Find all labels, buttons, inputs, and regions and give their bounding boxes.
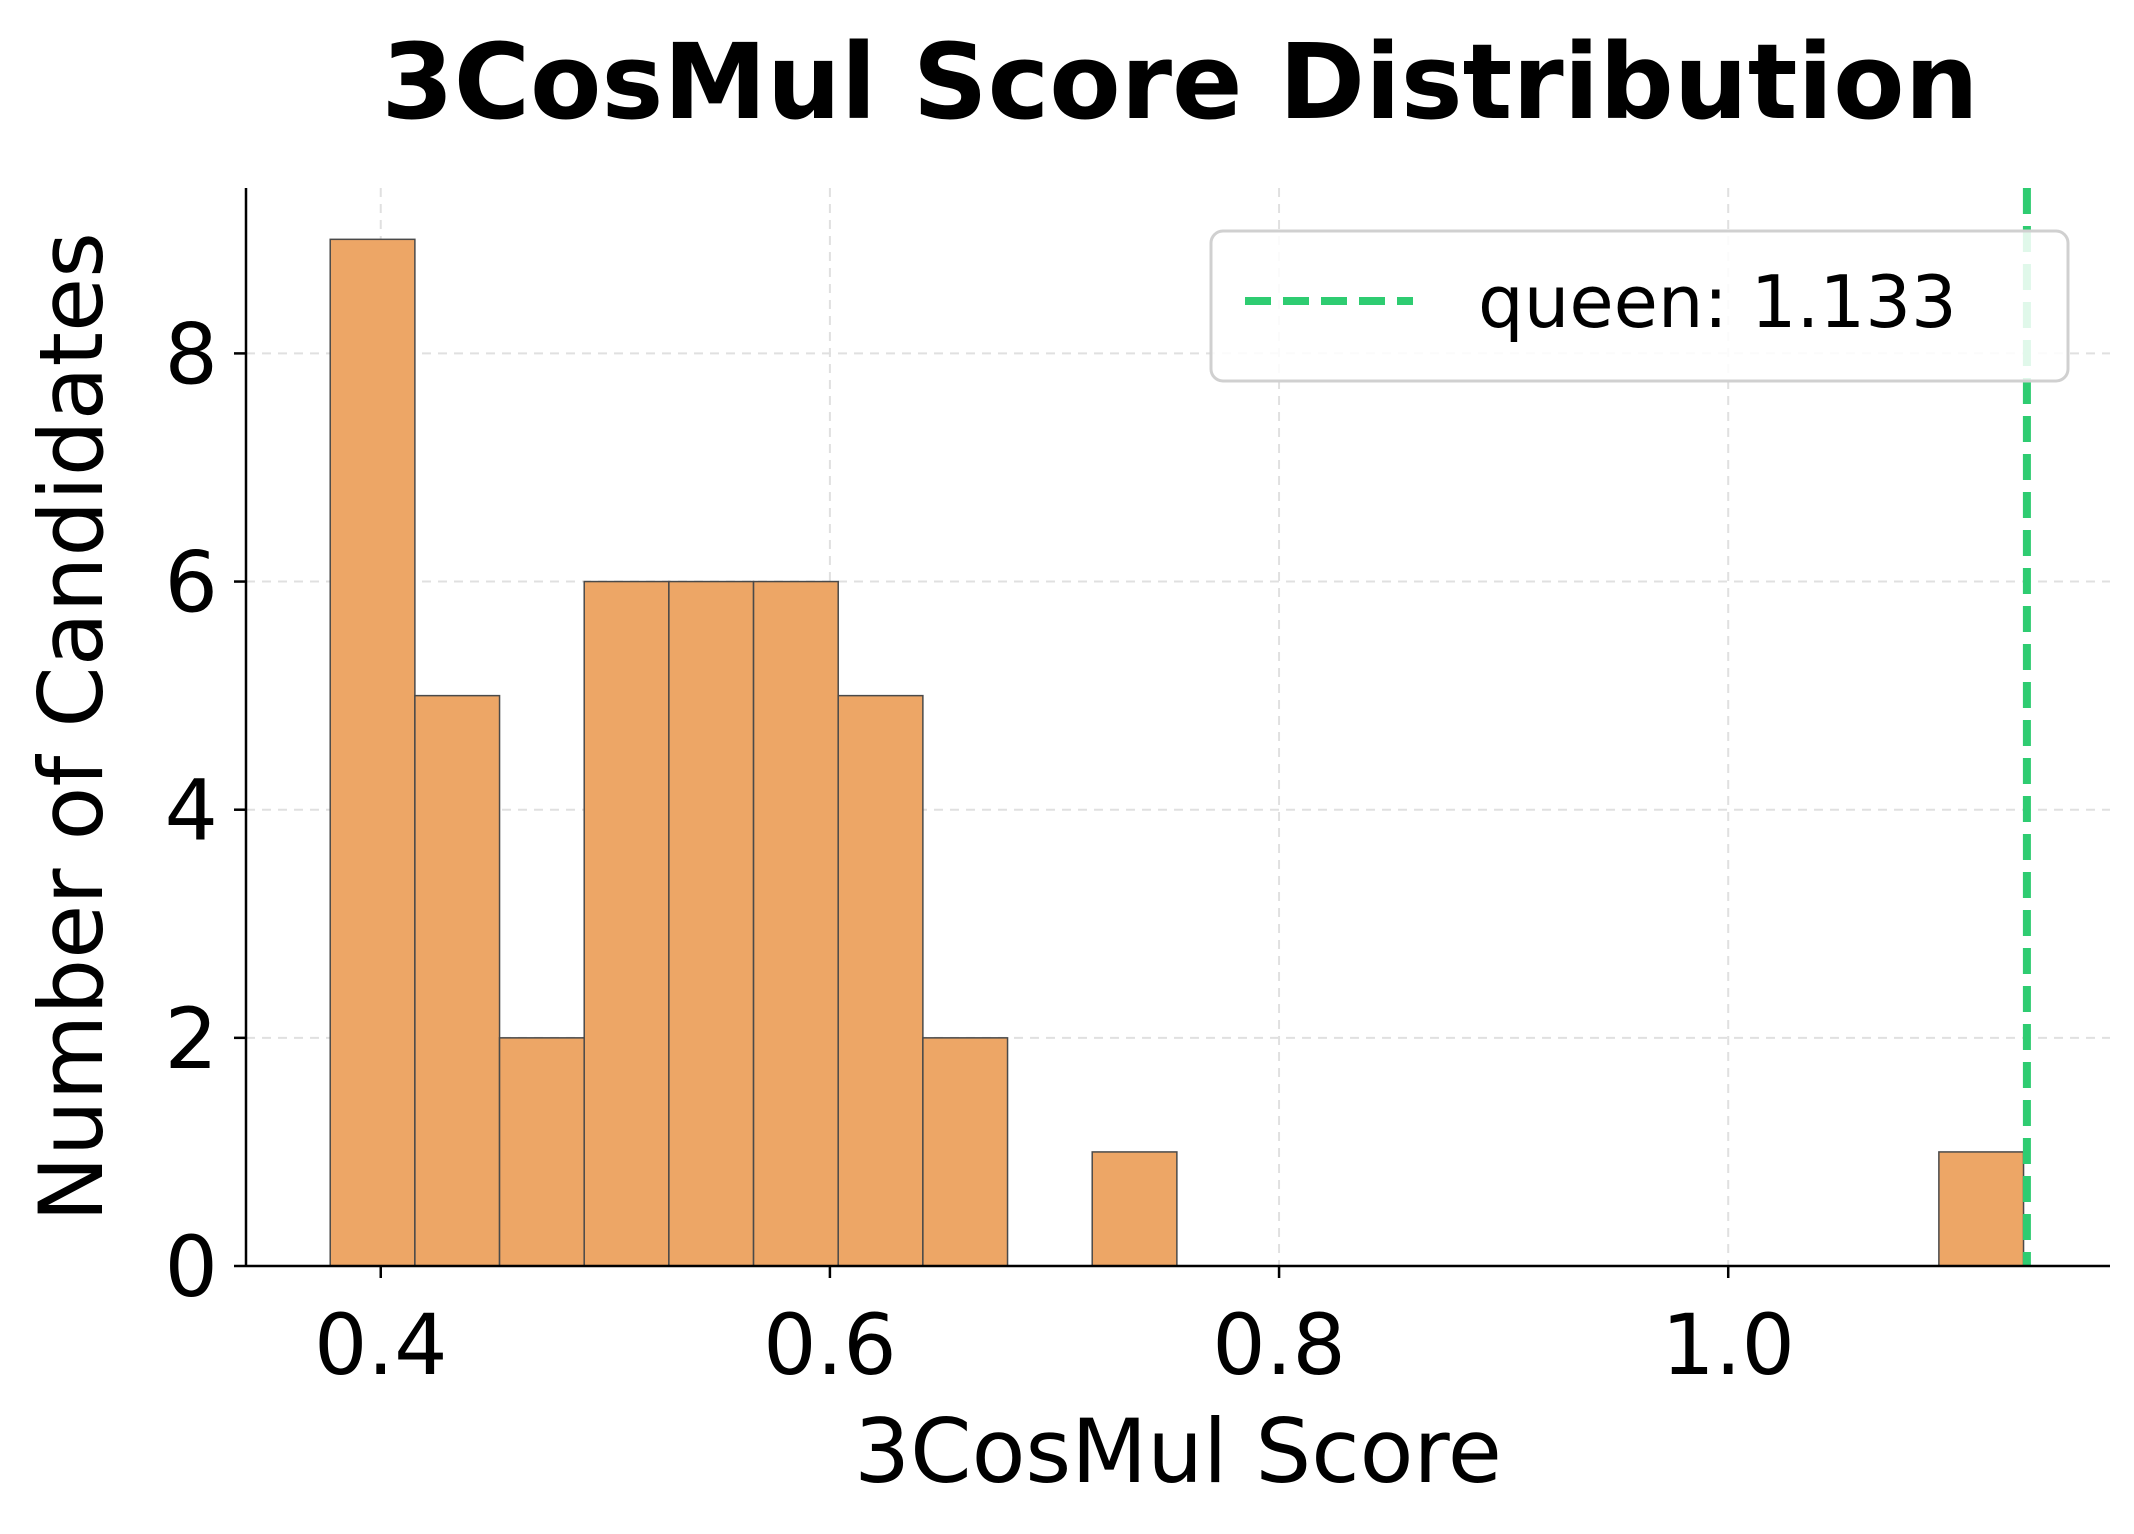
histogram-bar-0 [329, 238, 416, 1267]
histogram-bar-6 [837, 694, 924, 1267]
x-tick-label-3: 1.0 [1661, 1296, 1795, 1394]
legend-label: queen: 1.133 [1478, 260, 1957, 344]
y-axis-label: Number of Candidates [20, 232, 123, 1222]
histogram-bars [329, 238, 2025, 1267]
y-axis-ticks: 0 2 4 6 8 [165, 305, 246, 1316]
histogram-bar-9 [1938, 1151, 2025, 1267]
legend-box [1209, 229, 2070, 383]
x-tick-label-2: 0.8 [1212, 1296, 1346, 1394]
histogram-bar-4 [668, 580, 755, 1267]
x-axis-ticks: 0.4 0.6 0.8 1.0 [314, 1266, 1795, 1394]
legend: queen: 1.133 [1209, 229, 2070, 383]
y-tick-label-2: 4 [165, 762, 218, 860]
histogram-bar-1 [414, 694, 501, 1267]
y-tick-label-1: 2 [165, 990, 218, 1088]
chart-title: 3CosMul Score Distribution [381, 21, 1978, 143]
histogram-bar-7 [922, 1037, 1009, 1267]
histogram-bar-8 [1091, 1151, 1178, 1267]
y-tick-label-0: 0 [165, 1218, 218, 1316]
histogram-bar-3 [583, 580, 670, 1267]
x-axis-label: 3CosMul Score [854, 1400, 1502, 1503]
x-tick-label-1: 0.6 [763, 1296, 897, 1394]
y-tick-label-4: 8 [165, 305, 218, 403]
y-tick-label-3: 6 [165, 534, 218, 632]
histogram-bar-2 [498, 1037, 585, 1267]
x-tick-label-0: 0.4 [314, 1296, 448, 1394]
histogram-bar-5 [752, 580, 839, 1267]
